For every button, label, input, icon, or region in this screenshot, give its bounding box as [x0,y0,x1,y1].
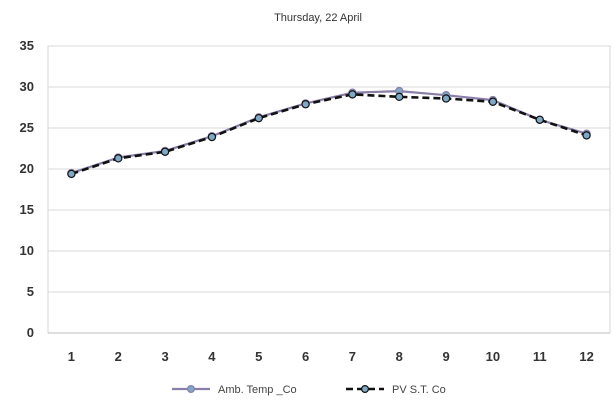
data-point [488,97,498,106]
data-point [254,113,263,123]
x-tick-label: 1 [68,349,75,364]
gridlines [47,45,611,334]
series-2 [67,90,591,179]
data-point [582,131,591,140]
data-point [114,154,123,163]
x-tick-label: 3 [161,349,168,364]
x-tick-label: 9 [442,349,449,364]
x-tick-label: 4 [208,349,216,364]
data-point [535,115,544,125]
data-point [395,92,404,102]
y-tick-label: 25 [20,120,34,135]
series-lines [67,86,591,179]
x-tick-label: 10 [486,349,500,364]
x-tick-label: 12 [579,349,593,364]
x-tick-label: 11 [533,349,547,364]
x-tick-label: 5 [255,349,262,364]
x-tick-label: 2 [115,349,122,364]
series-1 [67,86,591,178]
y-tick-label: 35 [20,38,34,53]
x-tick-label: 8 [396,349,403,364]
series-line [71,93,587,176]
legend-swatch-marker [361,385,370,394]
legend-swatch-marker [187,385,196,394]
data-point [160,147,170,156]
legend-item: Amb. Temp _Co [172,384,297,396]
data-point [207,132,217,142]
legend-label: PV S.T. Co [392,384,446,396]
y-tick-label: 5 [27,284,34,299]
legend-label: Amb. Temp _Co [218,384,297,396]
legend-item: PV S.T. Co [346,384,446,396]
x-tick-label: 6 [302,349,309,364]
data-point [441,94,451,103]
y-tick-label: 15 [20,202,34,217]
series-line [71,89,587,175]
legend: Amb. Temp _Co PV S.T. Co [172,384,446,396]
data-point [301,100,310,109]
chart-title: Thursday, 22 April [274,12,362,24]
y-tick-label: 20 [20,161,34,176]
y-tick-label: 30 [20,79,34,94]
plot-area [47,45,611,334]
y-tick-label: 0 [27,325,34,340]
data-point [348,90,357,99]
data-point [67,169,76,179]
y-tick-label: 10 [20,243,34,258]
x-tick-label: 7 [349,349,356,364]
